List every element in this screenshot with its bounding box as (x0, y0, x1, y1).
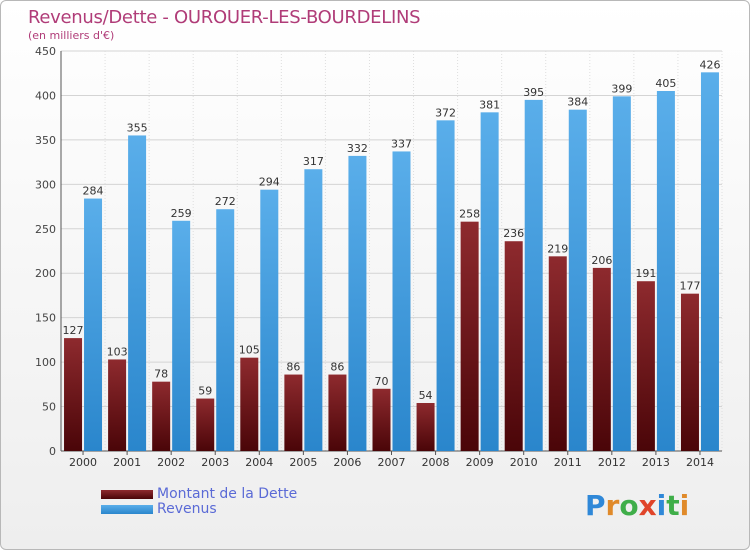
bar-dette (504, 241, 523, 451)
bar-revenus (216, 209, 235, 451)
x-tick-label: 2000 (69, 456, 97, 469)
x-tick-label: 2010 (510, 456, 538, 469)
bar-dette (548, 256, 567, 451)
x-tick-label: 2001 (113, 456, 141, 469)
data-label-dette: 191 (635, 267, 656, 280)
x-tick-label: 2002 (157, 456, 185, 469)
x-tick-label: 2013 (642, 456, 670, 469)
x-tick-label: 2012 (598, 456, 626, 469)
x-tick-label: 2003 (201, 456, 229, 469)
bar-dette (416, 403, 435, 451)
bar-revenus (128, 135, 147, 451)
bar-revenus (392, 151, 411, 451)
data-label-dette: 219 (547, 242, 568, 255)
data-label-dette: 177 (679, 280, 700, 293)
data-label-revenus: 259 (171, 207, 192, 220)
bar-dette (64, 338, 83, 451)
bar-revenus (656, 91, 675, 451)
bar-revenus (84, 198, 103, 451)
data-label-revenus: 355 (127, 121, 148, 134)
chart-title: Revenus/Dette - OUROUER-LES-BOURDELINS (28, 7, 421, 28)
bar-dette (152, 381, 171, 451)
bar-dette (328, 374, 347, 451)
bar-revenus (568, 109, 587, 452)
y-tick-label: 200 (35, 267, 56, 280)
data-label-dette: 54 (419, 389, 433, 402)
x-tick-label: 2009 (466, 456, 494, 469)
data-label-revenus: 332 (347, 142, 368, 155)
y-tick-label: 250 (35, 223, 56, 236)
legend-swatch-revenus (101, 505, 153, 514)
data-label-revenus: 284 (83, 185, 104, 198)
data-label-dette: 105 (239, 344, 260, 357)
data-label-dette: 103 (107, 345, 128, 358)
data-label-revenus: 317 (303, 155, 324, 168)
y-tick-label: 100 (35, 356, 56, 369)
axes: 0 50 100 150 200 250 300 350 400 450 2000 2001 2002 2… (35, 45, 722, 469)
data-label-dette: 127 (63, 324, 84, 337)
bar-dette (372, 388, 391, 451)
bar-dette (460, 221, 479, 451)
x-tick-label: 2005 (289, 456, 317, 469)
data-labels: 127 284 103 355 78 259 59 272 105 294 86 317 86 332 70… (63, 58, 721, 402)
data-label-dette: 78 (154, 368, 168, 381)
bar-revenus (304, 169, 323, 451)
data-label-revenus: 272 (215, 195, 236, 208)
y-tick-label: 0 (49, 445, 56, 458)
data-label-dette: 86 (330, 361, 344, 374)
y-tick-label: 450 (35, 45, 56, 58)
bar-revenus (348, 155, 367, 451)
bar-revenus (480, 112, 499, 451)
bar-revenus (700, 72, 719, 451)
x-tick-label: 2008 (422, 456, 450, 469)
bar-revenus (612, 96, 631, 451)
y-tick-label: 150 (35, 312, 56, 325)
bar-revenus (524, 99, 543, 451)
data-label-revenus: 395 (523, 86, 544, 99)
data-label-dette: 86 (286, 361, 300, 374)
data-label-revenus: 381 (479, 98, 500, 111)
data-label-dette: 59 (198, 385, 212, 398)
data-label-dette: 258 (459, 208, 480, 221)
data-label-revenus: 372 (435, 106, 456, 119)
legend-label-revenus: Revenus (157, 501, 217, 517)
y-tick-label: 50 (42, 401, 56, 414)
x-tick-label: 2006 (333, 456, 361, 469)
x-tick-label: 2004 (245, 456, 273, 469)
x-tick-label: 2007 (378, 456, 406, 469)
data-label-revenus: 399 (611, 82, 632, 95)
bars (64, 72, 719, 452)
bar-revenus (436, 120, 455, 451)
data-label-dette: 206 (591, 254, 612, 267)
bar-dette (108, 359, 127, 451)
legend-label-dette: Montant de la Dette (157, 486, 298, 502)
bar-revenus (172, 220, 191, 451)
bar-dette (240, 357, 259, 451)
data-label-dette: 236 (503, 227, 524, 240)
legend-swatch-dette (101, 490, 153, 499)
bar-dette (196, 398, 215, 451)
bar-dette (680, 293, 699, 451)
bar-dette (636, 281, 655, 451)
data-label-revenus: 337 (391, 137, 412, 150)
data-label-dette: 70 (375, 375, 389, 388)
x-tick-label: 2011 (554, 456, 582, 469)
data-label-revenus: 294 (259, 176, 280, 189)
proxiti-logo: Proxiti (585, 489, 690, 522)
y-tick-label: 400 (35, 89, 56, 102)
bar-dette (284, 374, 303, 451)
data-label-revenus: 405 (655, 77, 676, 90)
chart-subtitle: (en milliers d'€) (28, 29, 115, 42)
y-tick-label: 300 (35, 178, 56, 191)
bar-dette (592, 267, 611, 451)
bar-revenus (260, 189, 279, 451)
data-label-revenus: 426 (699, 58, 720, 71)
x-tick-label: 2014 (686, 456, 714, 469)
data-label-revenus: 384 (567, 96, 588, 109)
y-tick-label: 350 (35, 134, 56, 147)
